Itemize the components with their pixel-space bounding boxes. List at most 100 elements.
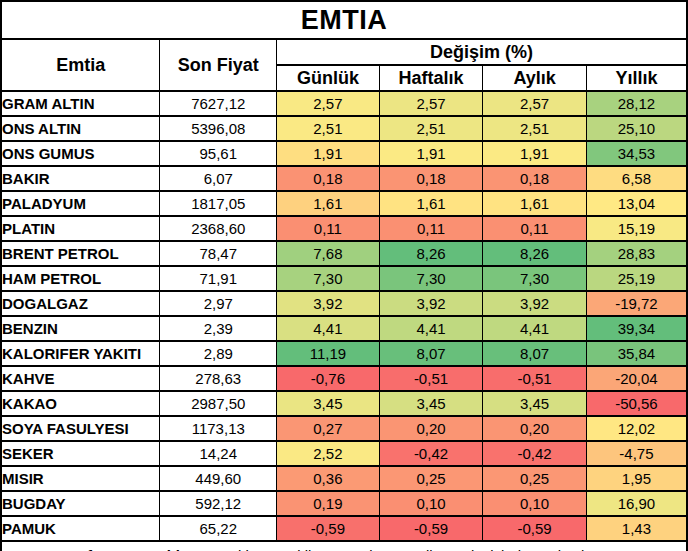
footer-text: Türkiye saati ile 13:36'da güncellenerek…	[212, 547, 626, 551]
change-cell-haftalik: 8,07	[379, 341, 483, 366]
change-cell-gunluk: 2,51	[277, 116, 380, 141]
change-cell-aylik: 0,18	[483, 166, 587, 191]
change-cell-yillik: -20,04	[586, 366, 687, 391]
change-cell-aylik: 3,92	[483, 291, 587, 316]
col-header-emtia: Emtia	[1, 39, 160, 91]
change-cell-haftalik: 2,51	[379, 116, 483, 141]
change-cell-yillik: 39,34	[586, 316, 687, 341]
last-price: 2987,50	[160, 391, 277, 416]
change-cell-yillik: 16,90	[586, 491, 687, 516]
last-price: 2368,60	[160, 216, 277, 241]
table-row: KALORIFER YAKITI2,8911,198,078,0735,84	[1, 341, 687, 366]
commodity-name: MISIR	[1, 466, 160, 491]
table-row: BAKIR6,070,180,180,186,58	[1, 166, 687, 191]
change-cell-gunluk: 2,57	[277, 91, 380, 116]
change-cell-yillik: 35,84	[586, 341, 687, 366]
change-cell-haftalik: 0,25	[379, 466, 483, 491]
change-cell-yillik: 25,19	[586, 266, 687, 291]
change-cell-yillik: 12,02	[586, 416, 687, 441]
change-cell-yillik: -4,75	[586, 441, 687, 466]
commodity-name: ONS ALTIN	[1, 116, 160, 141]
table-row: DOGALGAZ2,973,923,923,92-19,72	[1, 291, 687, 316]
change-cell-gunluk: 0,18	[277, 166, 380, 191]
last-price: 71,91	[160, 266, 277, 291]
table-row: GRAM ALTIN7627,122,572,572,5728,12	[1, 91, 687, 116]
col-header-yillik: Yıllık	[586, 65, 687, 91]
change-cell-haftalik: -0,59	[379, 516, 483, 541]
change-cell-gunluk: 0,19	[277, 491, 380, 516]
change-cell-aylik: 0,20	[483, 416, 587, 441]
change-cell-yillik: 28,12	[586, 91, 687, 116]
change-cell-aylik: 4,41	[483, 316, 587, 341]
last-price: 95,61	[160, 141, 277, 166]
change-cell-gunluk: 4,41	[277, 316, 380, 341]
table-row: KAKAO2987,503,453,453,45-50,56	[1, 391, 687, 416]
change-cell-aylik: 8,26	[483, 241, 587, 266]
change-cell-haftalik: -0,51	[379, 366, 483, 391]
last-price: 14,24	[160, 441, 277, 466]
change-cell-yillik: -19,72	[586, 291, 687, 316]
commodity-name: KALORIFER YAKITI	[1, 341, 160, 366]
col-header-son-fiyat: Son Fiyat	[160, 39, 277, 91]
change-cell-aylik: 0,11	[483, 216, 587, 241]
last-price: 1173,13	[160, 416, 277, 441]
change-cell-aylik: 2,57	[483, 91, 587, 116]
change-cell-gunluk: -0,59	[277, 516, 380, 541]
col-header-degisim: Değişim (%)	[277, 39, 687, 65]
change-cell-aylik: 8,07	[483, 341, 587, 366]
table-row: PAMUK65,22-0,59-0,59-0,591,43	[1, 516, 687, 541]
commodity-name: PLATIN	[1, 216, 160, 241]
change-cell-gunluk: 0,11	[277, 216, 380, 241]
change-cell-haftalik: 0,11	[379, 216, 483, 241]
change-cell-aylik: 7,30	[483, 266, 587, 291]
change-cell-haftalik: 8,26	[379, 241, 483, 266]
change-cell-gunluk: -0,76	[277, 366, 380, 391]
last-price: 1817,05	[160, 191, 277, 216]
change-cell-haftalik: 1,91	[379, 141, 483, 166]
change-cell-yillik: 25,10	[586, 116, 687, 141]
col-header-gunluk: Günlük	[277, 65, 380, 91]
col-header-haftalik: Haftalık	[379, 65, 483, 91]
footer-label: Performans Tablosu:	[63, 547, 212, 551]
change-cell-haftalik: 0,20	[379, 416, 483, 441]
commodity-name: BUGDAY	[1, 491, 160, 516]
last-price: 2,39	[160, 316, 277, 341]
last-price: 449,60	[160, 466, 277, 491]
title-row: EMTIA	[1, 1, 687, 39]
change-cell-aylik: -0,42	[483, 441, 587, 466]
col-header-aylik: Aylık	[483, 65, 587, 91]
change-cell-aylik: 1,61	[483, 191, 587, 216]
change-cell-gunluk: 1,61	[277, 191, 380, 216]
commodity-name: BAKIR	[1, 166, 160, 191]
change-cell-haftalik: 0,10	[379, 491, 483, 516]
last-price: 592,12	[160, 491, 277, 516]
change-cell-gunluk: 0,27	[277, 416, 380, 441]
table-row: SEKER14,242,52-0,42-0,42-4,75	[1, 441, 687, 466]
last-price: 78,47	[160, 241, 277, 266]
table-row: SOYA FASULYESI1173,130,270,200,2012,02	[1, 416, 687, 441]
table-row: PALADYUM1817,051,611,611,6113,04	[1, 191, 687, 216]
change-cell-gunluk: 11,19	[277, 341, 380, 366]
commodity-name: KAHVE	[1, 366, 160, 391]
commodity-name: GRAM ALTIN	[1, 91, 160, 116]
last-price: 5396,08	[160, 116, 277, 141]
change-cell-gunluk: 7,30	[277, 266, 380, 291]
change-cell-yillik: 15,19	[586, 216, 687, 241]
change-cell-aylik: -0,59	[483, 516, 587, 541]
last-price: 6,07	[160, 166, 277, 191]
last-price: 2,89	[160, 341, 277, 366]
change-cell-yillik: 1,95	[586, 466, 687, 491]
table-row: KAHVE278,63-0,76-0,51-0,51-20,04	[1, 366, 687, 391]
change-cell-haftalik: 4,41	[379, 316, 483, 341]
commodity-table: EMTIA Emtia Son Fiyat Değişim (%) Günlük…	[0, 0, 688, 551]
change-cell-yillik: 28,83	[586, 241, 687, 266]
table-row: PLATIN2368,600,110,110,1115,19	[1, 216, 687, 241]
last-price: 7627,12	[160, 91, 277, 116]
commodity-name: PALADYUM	[1, 191, 160, 216]
change-cell-yillik: 6,58	[586, 166, 687, 191]
change-cell-haftalik: -0,42	[379, 441, 483, 466]
commodity-name: KAKAO	[1, 391, 160, 416]
change-cell-gunluk: 3,92	[277, 291, 380, 316]
change-cell-yillik: 13,04	[586, 191, 687, 216]
commodity-name: DOGALGAZ	[1, 291, 160, 316]
